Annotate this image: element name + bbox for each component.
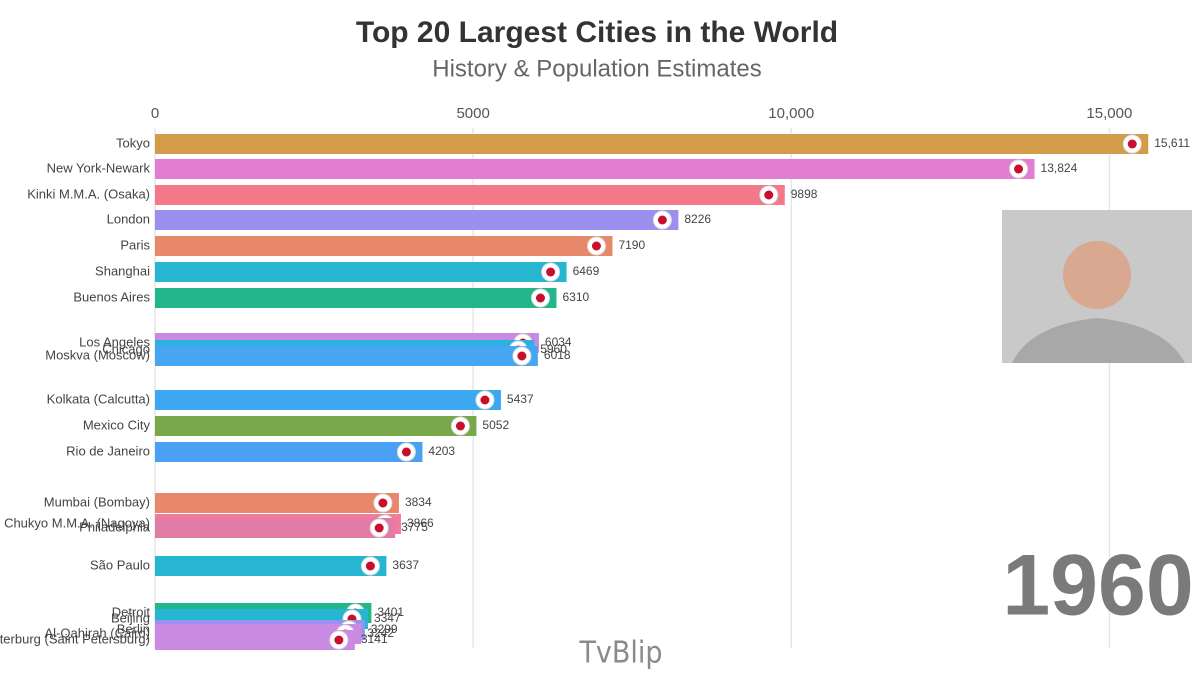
x-tick-label: 5000 xyxy=(456,105,489,122)
bar xyxy=(155,210,679,230)
flag-icon-center xyxy=(657,215,667,225)
value-label: 9898 xyxy=(791,187,818,201)
category-label: Paris xyxy=(120,237,150,252)
flag-icon-center xyxy=(378,498,388,508)
category-label: Kinki M.M.A. (Osaka) xyxy=(27,186,150,201)
value-label: 6469 xyxy=(573,264,600,278)
webcam-body xyxy=(1012,318,1185,363)
category-label: Chukyo M.M.A. (Nagoya) xyxy=(4,515,150,530)
flag-icon-center xyxy=(535,293,545,303)
x-tick-label: 15,000 xyxy=(1086,105,1132,122)
x-tick-label: 0 xyxy=(151,105,159,122)
bar xyxy=(155,346,538,366)
category-label: Chicago xyxy=(102,341,150,356)
category-label: Moskva (Moscow) xyxy=(45,347,150,362)
category-label: Los Angeles xyxy=(79,334,150,349)
flag-icon-center xyxy=(546,267,556,277)
value-label: 3834 xyxy=(405,495,432,509)
value-label: 6018 xyxy=(544,348,571,362)
category-label: Mumbai (Bombay) xyxy=(44,494,150,509)
value-label: 3299 xyxy=(371,622,398,636)
category-label: Detroit xyxy=(112,604,151,619)
flag-icon-center xyxy=(517,351,527,361)
bar xyxy=(155,288,557,308)
category-label: Buenos Aires xyxy=(73,289,150,304)
bars: 15,611 Tokyo 13,824 New York-Newark 9898 Kink… xyxy=(0,134,1190,650)
bar xyxy=(155,556,387,576)
bar xyxy=(155,416,477,436)
value-label: 3775 xyxy=(401,520,428,534)
bar xyxy=(155,442,423,462)
value-label: 15,611 xyxy=(1154,136,1190,150)
flag-icon-center xyxy=(591,241,601,251)
value-label: 3637 xyxy=(392,558,419,572)
value-label: 8226 xyxy=(684,212,711,226)
x-tick-label: 10,000 xyxy=(768,105,814,122)
year-label: 1960 xyxy=(1002,538,1193,634)
value-label: 5960 xyxy=(540,342,567,356)
category-label: Philadelphia xyxy=(79,519,151,534)
category-label: Sankt Peterburg (Saint Petersburg) xyxy=(0,631,150,646)
value-label: 7190 xyxy=(618,238,645,252)
flag-icon-center xyxy=(374,523,384,533)
value-label: 6310 xyxy=(562,290,589,304)
bar xyxy=(155,185,785,205)
bar xyxy=(155,518,396,538)
value-label: 4203 xyxy=(428,444,455,458)
flag-icon-center xyxy=(334,635,344,645)
category-label: Rio de Janeiro xyxy=(66,443,150,458)
category-label: Al-Qahirah (Cairo) xyxy=(45,625,150,640)
bar xyxy=(155,134,1149,154)
category-label: London xyxy=(107,211,150,226)
flag-icon-center xyxy=(455,421,465,431)
flag-icon-center xyxy=(480,395,490,405)
category-label: Tokyo xyxy=(116,135,150,150)
watermark: TvBlip xyxy=(578,636,662,671)
category-label: Berlin xyxy=(117,621,150,636)
bar xyxy=(155,630,355,650)
category-label: Beijing xyxy=(111,610,150,625)
value-label: 6034 xyxy=(545,335,572,349)
value-label: 13,824 xyxy=(1041,161,1078,175)
value-label: 5437 xyxy=(507,392,534,406)
value-label: 3242 xyxy=(367,626,394,640)
category-label: Mexico City xyxy=(83,417,151,432)
category-label: São Paulo xyxy=(90,557,150,572)
category-label: New York-Newark xyxy=(47,160,151,175)
bar xyxy=(155,236,613,256)
flag-icon-center xyxy=(365,561,375,571)
bar xyxy=(155,493,399,513)
flag-icon-center xyxy=(1127,139,1137,149)
flag-icon-center xyxy=(401,447,411,457)
chart-subtitle: History & Population Estimates xyxy=(432,55,761,82)
chart-title: Top 20 Largest Cities in the World xyxy=(356,16,838,49)
bar xyxy=(155,262,567,282)
value-label: 3866 xyxy=(407,516,434,530)
flag-icon-center xyxy=(1014,164,1024,174)
category-label: Shanghai xyxy=(95,263,150,278)
value-label: 3141 xyxy=(361,632,388,646)
value-label: 5052 xyxy=(482,418,509,432)
webcam-face xyxy=(1063,241,1131,309)
bar xyxy=(155,159,1035,179)
value-label: 3347 xyxy=(374,611,401,625)
category-label: Kolkata (Calcutta) xyxy=(47,391,150,406)
value-label: 3401 xyxy=(377,605,404,619)
flag-icon-center xyxy=(764,190,774,200)
bar xyxy=(155,390,501,410)
